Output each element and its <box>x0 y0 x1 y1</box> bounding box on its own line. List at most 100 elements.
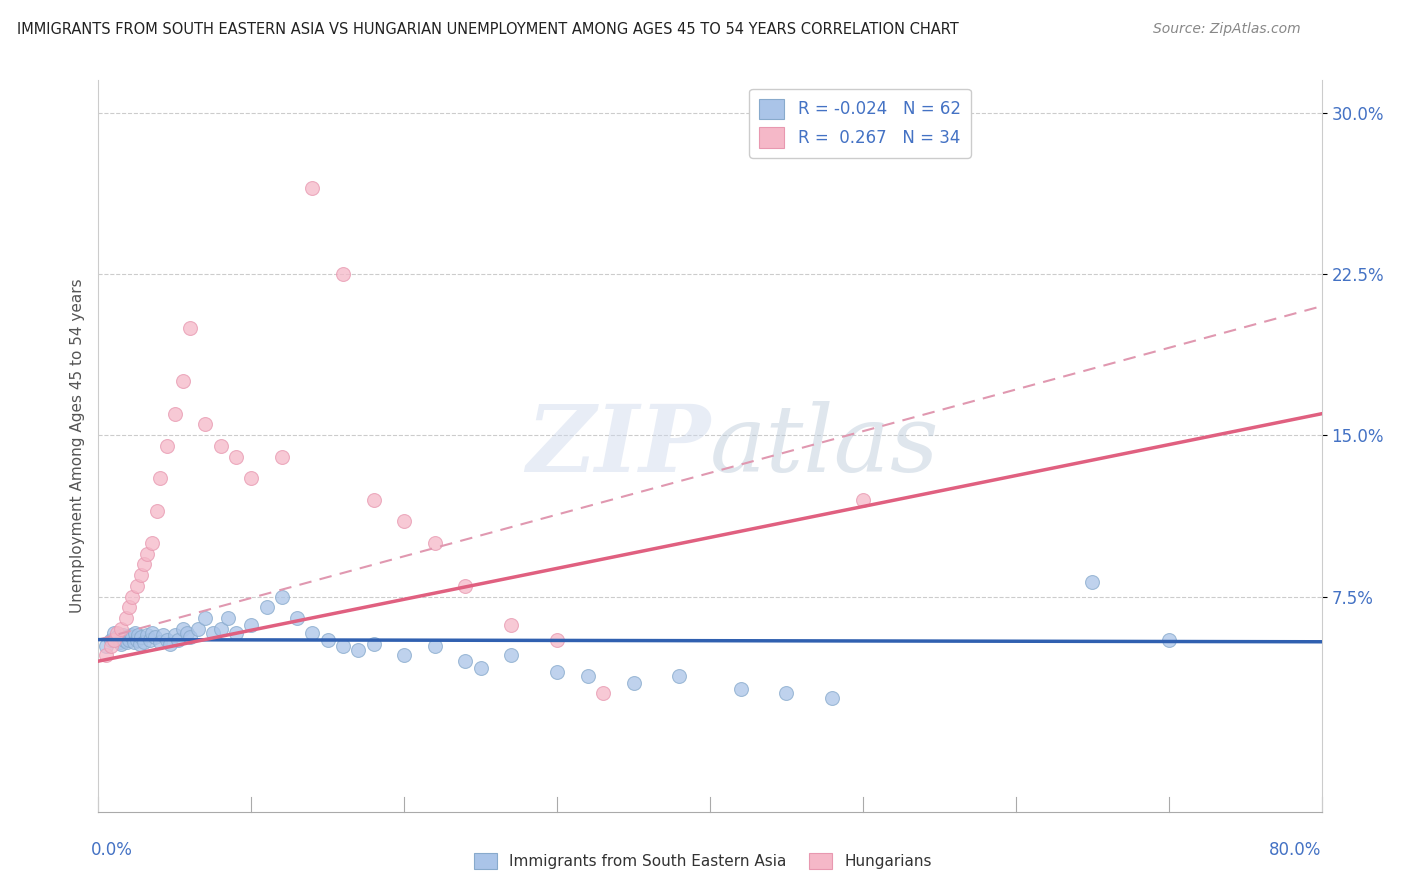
Point <box>94 648 117 662</box>
Point <box>225 626 247 640</box>
Point <box>225 450 247 464</box>
Point <box>115 611 138 625</box>
Text: 0.0%: 0.0% <box>91 841 132 860</box>
Point <box>194 417 217 432</box>
Point <box>111 628 134 642</box>
Point <box>129 568 152 582</box>
Point <box>112 632 135 647</box>
Point <box>152 628 174 642</box>
Point <box>149 471 172 485</box>
Point <box>125 632 148 647</box>
Point <box>117 634 139 648</box>
Point <box>209 622 232 636</box>
Point <box>145 503 167 517</box>
Point <box>501 617 523 632</box>
Point <box>240 617 263 632</box>
Point <box>592 686 614 700</box>
Point <box>332 639 354 653</box>
Point <box>546 632 568 647</box>
Point <box>105 631 128 645</box>
Point <box>127 628 149 642</box>
Point <box>136 547 159 561</box>
Point <box>149 634 172 648</box>
Point <box>363 492 385 507</box>
Point <box>163 407 186 421</box>
Point <box>103 626 125 640</box>
Point <box>128 637 150 651</box>
Point <box>256 600 278 615</box>
Y-axis label: Unemployment Among Ages 45 to 54 years: Unemployment Among Ages 45 to 54 years <box>69 278 84 614</box>
Point <box>141 626 163 640</box>
Point <box>623 675 645 690</box>
Point <box>775 686 797 700</box>
Point <box>332 267 354 281</box>
Point <box>668 669 690 683</box>
Text: IMMIGRANTS FROM SOUTH EASTERN ASIA VS HUNGARIAN UNEMPLOYMENT AMONG AGES 45 TO 54: IMMIGRANTS FROM SOUTH EASTERN ASIA VS HU… <box>17 22 959 37</box>
Point <box>134 634 156 648</box>
Text: atlas: atlas <box>710 401 939 491</box>
Point <box>163 628 186 642</box>
Point <box>423 639 446 653</box>
Point <box>240 471 263 485</box>
Point <box>501 648 523 662</box>
Point <box>139 632 162 647</box>
Point <box>122 634 145 648</box>
Legend: R = -0.024   N = 62, R =  0.267   N = 34: R = -0.024 N = 62, R = 0.267 N = 34 <box>749 88 970 158</box>
Point <box>454 654 477 668</box>
Point <box>94 639 117 653</box>
Point <box>105 626 128 640</box>
Point <box>1081 574 1104 589</box>
Point <box>347 643 370 657</box>
Point <box>187 622 209 636</box>
Point <box>194 611 217 625</box>
Point <box>285 611 308 625</box>
Point <box>392 514 416 528</box>
Point <box>172 622 194 636</box>
Point <box>167 632 190 647</box>
Point <box>172 375 194 389</box>
Point <box>110 637 132 651</box>
Point <box>176 626 198 640</box>
Point <box>217 611 239 625</box>
Point <box>156 439 179 453</box>
Point <box>821 690 844 705</box>
Point <box>134 558 156 572</box>
Point <box>363 637 385 651</box>
Point <box>576 669 599 683</box>
Text: ZIP: ZIP <box>526 401 710 491</box>
Point <box>103 632 125 647</box>
Point <box>423 536 446 550</box>
Point <box>301 626 323 640</box>
Point <box>301 181 323 195</box>
Point <box>118 632 141 647</box>
Point <box>270 590 292 604</box>
Point <box>143 631 166 645</box>
Point <box>852 492 875 507</box>
Point <box>129 631 152 645</box>
Point <box>454 579 477 593</box>
Point <box>108 634 131 648</box>
Point <box>316 632 339 647</box>
Point <box>546 665 568 679</box>
Point <box>100 639 122 653</box>
Point <box>179 631 201 645</box>
Point <box>118 600 141 615</box>
Point <box>730 682 752 697</box>
Point <box>124 626 146 640</box>
Text: 80.0%: 80.0% <box>1270 841 1322 860</box>
Point <box>1157 632 1180 647</box>
Point <box>202 626 225 640</box>
Legend: Immigrants from South Eastern Asia, Hungarians: Immigrants from South Eastern Asia, Hung… <box>468 847 938 875</box>
Point <box>115 631 138 645</box>
Point <box>121 590 143 604</box>
Point <box>110 622 132 636</box>
Point <box>179 320 201 334</box>
Point <box>156 632 179 647</box>
Point <box>136 628 159 642</box>
Point <box>121 631 143 645</box>
Point <box>125 579 148 593</box>
Point <box>100 632 122 647</box>
Point <box>159 637 181 651</box>
Point <box>209 439 232 453</box>
Text: Source: ZipAtlas.com: Source: ZipAtlas.com <box>1153 22 1301 37</box>
